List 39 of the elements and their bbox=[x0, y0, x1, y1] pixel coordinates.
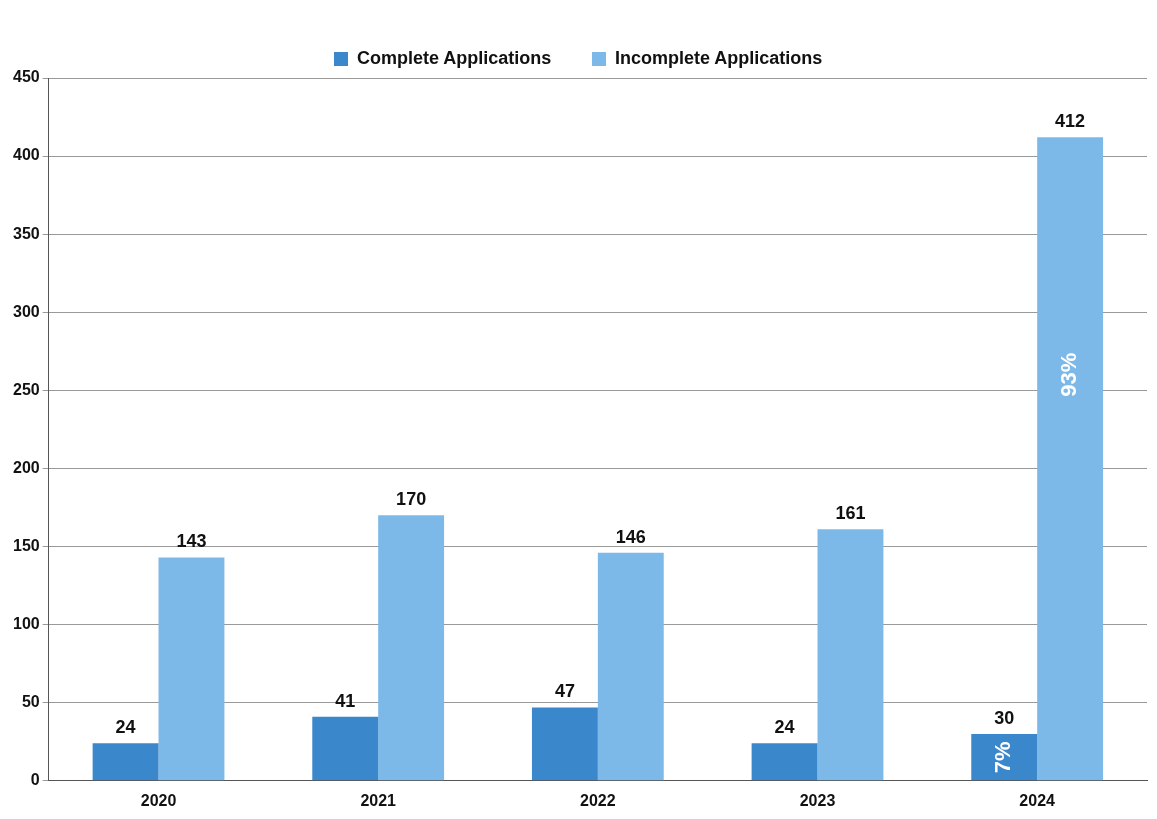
y-tick-label: 100 bbox=[12, 615, 40, 633]
bar bbox=[378, 515, 445, 781]
bar bbox=[531, 707, 598, 781]
data-label: 146 bbox=[615, 526, 646, 547]
x-tick-label: 2023 bbox=[799, 791, 836, 809]
data-label: 170 bbox=[396, 489, 427, 510]
y-tick-label: 200 bbox=[12, 458, 40, 476]
data-label: 30 bbox=[994, 707, 1015, 728]
annotation: 7% bbox=[990, 741, 1016, 774]
data-label: 24 bbox=[115, 717, 136, 738]
y-tick-label: 50 bbox=[21, 693, 40, 711]
y-tick-label: 150 bbox=[12, 536, 40, 554]
data-label: 161 bbox=[835, 503, 866, 524]
y-tick-label: 0 bbox=[30, 771, 40, 789]
bar bbox=[971, 733, 1038, 781]
data-label: 412 bbox=[1055, 111, 1086, 132]
x-tick-label: 2022 bbox=[580, 791, 616, 809]
data-label: 143 bbox=[176, 531, 207, 552]
bar bbox=[597, 552, 664, 781]
bar bbox=[1037, 137, 1104, 781]
bar bbox=[751, 743, 818, 781]
bar bbox=[92, 743, 159, 781]
annotation: 93% bbox=[1056, 352, 1082, 397]
data-label: 24 bbox=[774, 717, 795, 738]
y-tick-label: 350 bbox=[12, 224, 40, 242]
y-tick-label: 400 bbox=[12, 146, 40, 164]
y-tick-label: 250 bbox=[12, 380, 40, 398]
bar bbox=[817, 529, 884, 781]
data-label: 41 bbox=[335, 690, 356, 711]
data-label: 47 bbox=[554, 681, 575, 702]
y-tick-label: 450 bbox=[12, 68, 40, 86]
x-tick-label: 2021 bbox=[360, 791, 397, 809]
x-tick-label: 2020 bbox=[140, 791, 177, 809]
bar bbox=[312, 716, 379, 781]
y-tick-label: 300 bbox=[12, 302, 40, 320]
bar bbox=[158, 557, 225, 781]
x-tick-label: 2024 bbox=[1019, 791, 1056, 809]
legend-label: Complete Applications bbox=[356, 47, 552, 68]
legend-label: Incomplete Applications bbox=[615, 47, 823, 68]
